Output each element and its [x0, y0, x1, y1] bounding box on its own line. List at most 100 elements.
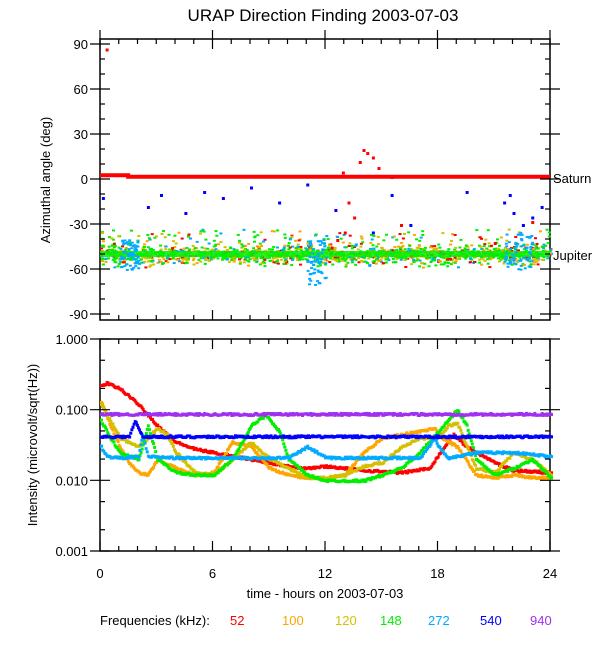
jupiter-band-point	[316, 265, 320, 268]
intensity-point-940	[540, 412, 544, 416]
point-272	[520, 239, 524, 242]
intensity-point-272	[312, 448, 316, 452]
intensity-point-272	[377, 457, 381, 461]
intensity-point-272	[394, 455, 398, 459]
jupiter-band-point	[180, 257, 184, 260]
jupiter-band-point	[492, 248, 496, 251]
jupiter-band-point	[536, 258, 540, 261]
jupiter-band-point	[407, 247, 411, 250]
intensity-point-100	[255, 451, 259, 455]
jupiter-scatter-point	[290, 235, 294, 238]
intensity-point-940	[229, 412, 233, 416]
point-272	[505, 233, 509, 236]
jupiter-scatter-point	[215, 234, 219, 237]
jupiter-scatter-point	[534, 245, 538, 248]
jupiter-band-point	[548, 252, 552, 255]
jupiter-scatter-point	[534, 237, 538, 240]
intensity-point-272	[550, 455, 553, 459]
point-272	[311, 260, 315, 263]
intensity-point-940	[110, 413, 114, 417]
intensity-point-52	[417, 469, 421, 473]
jupiter-scatter-point	[341, 241, 345, 244]
jupiter-band-point	[272, 257, 276, 260]
jupiter-band-point	[325, 259, 329, 262]
jupiter-band-point	[431, 256, 435, 259]
jupiter-band-point	[487, 242, 491, 245]
jupiter-band-point	[394, 261, 398, 264]
intensity-point-52	[343, 467, 347, 471]
jupiter-band-point	[331, 249, 335, 252]
jupiter-scatter-point	[490, 244, 494, 247]
intensity-point-940	[365, 411, 369, 415]
intensity-point-52	[141, 407, 145, 411]
jupiter-band-point	[159, 244, 163, 247]
intensity-point-148	[140, 447, 144, 451]
intensity-point-940	[158, 413, 162, 417]
intensity-point-272	[537, 454, 541, 458]
intensity-point-120	[291, 468, 295, 472]
jupiter-scatter-point	[547, 235, 551, 238]
intensity-point-272	[435, 441, 439, 445]
intensity-point-272	[329, 455, 333, 459]
jupiter-scatter-point	[180, 237, 184, 240]
intensity-point-272	[421, 452, 425, 456]
jupiter-band-point	[322, 257, 326, 260]
intensity-point-100	[467, 463, 471, 467]
point-272	[317, 262, 321, 265]
point-272	[525, 235, 529, 238]
series-940	[100, 411, 553, 417]
jupiter-band-point	[516, 249, 520, 252]
jupiter-band-point	[113, 256, 117, 259]
jupiter-band-point	[510, 249, 514, 252]
intensity-point-940	[345, 412, 349, 416]
jupiter-band-point	[488, 245, 492, 248]
jupiter-band-point	[470, 258, 474, 261]
intensity-point-272	[203, 456, 207, 460]
point-272	[137, 267, 141, 270]
intensity-point-52	[171, 437, 175, 441]
jupiter-scatter-point	[163, 236, 167, 239]
point-272	[130, 253, 134, 256]
jupiter-band-point	[209, 256, 213, 259]
jupiter-band-point	[123, 259, 127, 262]
intensity-point-540	[264, 435, 268, 439]
jupiter-band-point	[161, 256, 165, 259]
jupiter-band-point	[381, 262, 385, 265]
intensity-point-120	[153, 430, 157, 434]
intensity-point-148	[148, 432, 152, 436]
intensity-point-148	[270, 420, 274, 424]
point-272	[525, 258, 529, 261]
intensity-point-148	[235, 450, 239, 454]
jupiter-band-point	[453, 248, 457, 251]
point-272	[505, 252, 509, 255]
jupiter-scatter-point	[263, 238, 267, 241]
jupiter-scatter-point	[314, 233, 318, 236]
jupiter-band-point	[425, 256, 429, 259]
intensity-point-540	[454, 434, 458, 438]
intensity-point-100	[456, 444, 460, 448]
point-272	[504, 255, 508, 258]
point-272	[317, 240, 321, 243]
intensity-point-120	[281, 463, 285, 467]
intensity-point-148	[106, 431, 110, 435]
intensity-point-120	[256, 446, 260, 450]
jupiter-band-point	[284, 259, 288, 262]
intensity-point-120	[288, 466, 292, 470]
jupiter-band-point	[193, 247, 197, 250]
intensity-point-100	[121, 450, 125, 454]
point-272	[320, 252, 324, 255]
jupiter-band-point	[149, 247, 153, 250]
jupiter-band-point	[164, 260, 168, 263]
jupiter-scatter-point	[407, 231, 411, 234]
jupiter-band-point	[295, 248, 299, 251]
intensity-point-100	[228, 445, 232, 449]
intensity-point-100	[298, 476, 302, 480]
scatter-point	[221, 197, 225, 200]
jupiter-band-point	[141, 247, 145, 250]
jupiter-band-point	[532, 260, 536, 263]
intensity-point-120	[172, 448, 176, 452]
point-272	[135, 248, 139, 251]
intensity-point-120	[377, 462, 381, 466]
intensity-point-272	[420, 454, 424, 458]
